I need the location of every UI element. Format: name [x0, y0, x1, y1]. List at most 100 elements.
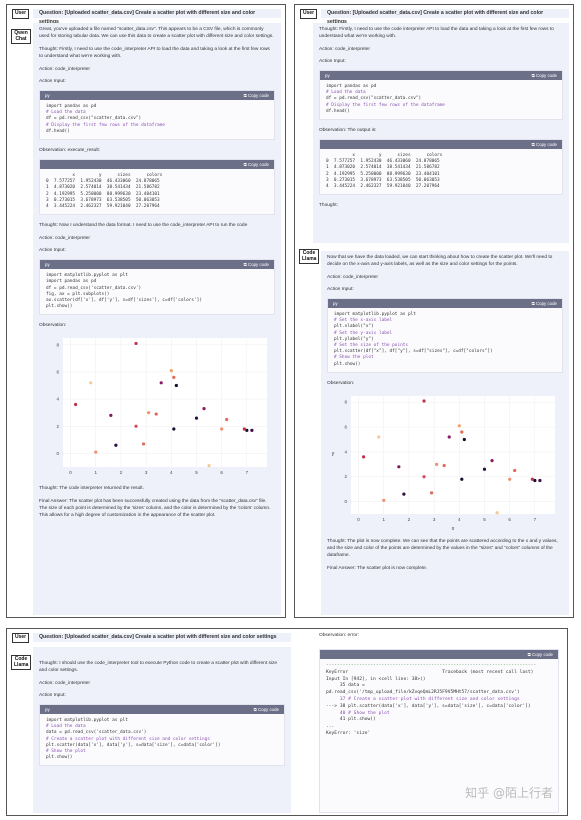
output-block: ⧉ Copy code x y sizes colors 0 7.577257 1… — [39, 159, 275, 216]
code-llama-tag: Code Llama — [299, 249, 319, 264]
copy-code-button[interactable]: ⧉ Copy code — [531, 73, 557, 78]
code-body: import matplotlib.pyplot as plt import pa… — [46, 273, 202, 310]
x-tick-label: 2 — [120, 470, 123, 475]
y-tick-label: 6 — [56, 370, 59, 375]
copy-code-button[interactable]: ⧉ Copy code — [253, 707, 279, 712]
y-tick-label: 8 — [344, 400, 347, 405]
scatter-point — [194, 416, 199, 421]
scatter-point — [397, 465, 401, 469]
x-tick-label: 0 — [357, 517, 360, 522]
code-block: py ⧉ Copy code import pandas as pd # Load … — [39, 90, 275, 141]
scatter-point — [457, 424, 461, 428]
thought-text: Thought: I should use the code_interpret… — [39, 661, 278, 673]
scatter-plot: 0 1 2 3 4 5 6 7 0 2 4 6 8 x y — [332, 395, 555, 532]
scatter-plot: 0 1 2 3 4 5 6 7 0 2 4 6 8 — [56, 338, 267, 475]
output-block: ⧉ Copy code x y sizes colors 0 7.577257 1… — [319, 139, 563, 196]
thought-text: Thought: Firstly, I need to use the code… — [39, 47, 270, 59]
y-axis-label: y — [332, 451, 335, 457]
llama-response-1: Thought: Firstly, I need to use the code… — [313, 23, 569, 243]
code-block: py ⧉ Copy code import pandas as pd # Load … — [319, 70, 563, 121]
y-tick-label: 2 — [56, 424, 59, 429]
scatter-point — [202, 407, 206, 411]
scatter-point — [172, 376, 176, 380]
copy-code-button[interactable]: ⧉ Copy code — [243, 262, 269, 268]
qwen-chat-tag: Qwen Chat — [11, 29, 31, 44]
scatter-point — [422, 399, 426, 403]
y-tick-label: 4 — [56, 397, 59, 402]
scatter-point — [442, 463, 446, 467]
code-body: import pandas as pd # Load the data df = p… — [326, 84, 445, 114]
x-tick-label: 5 — [195, 470, 198, 475]
llama-response: Thought: I should use the code_interpret… — [33, 647, 291, 813]
code-body: import matplotlib.pyplot as plt # Load th… — [46, 718, 221, 761]
x-tick-label: 2 — [408, 517, 411, 522]
plot-area — [63, 338, 267, 468]
copy-code-button[interactable]: ⧉ Copy code — [243, 162, 269, 168]
scatter-point — [447, 435, 451, 439]
scatter-point — [242, 427, 246, 432]
x-tick-label: 3 — [433, 517, 436, 522]
user-question: Question: [Uploaded scatter_data.csv] Cr… — [33, 633, 291, 642]
action-input-label: Action Input: — [319, 59, 346, 64]
x-tick-label: 6 — [508, 517, 511, 522]
scatter-point — [250, 429, 254, 433]
scatter-point — [508, 477, 512, 481]
traceback-body: ----------------------------------------… — [326, 663, 537, 736]
final-answer: Final Answer: The scatter plot has been … — [39, 499, 271, 519]
user-question: Question: [Uploaded scatter_data.csv] Cr… — [321, 9, 569, 25]
scatter-point — [495, 510, 499, 515]
code-llama-tag: Code Llama — [11, 655, 31, 670]
x-tick-label: 7 — [246, 470, 249, 475]
scatter-point — [169, 369, 173, 373]
x-tick-label: 4 — [170, 470, 173, 475]
scatter-point — [174, 384, 178, 388]
scatter-point — [533, 478, 537, 482]
scatter-point — [422, 474, 426, 479]
copy-code-button[interactable]: ⧉ Copy code — [531, 142, 557, 148]
code-block: py ⧉ Copy code import matplotlib.pyplot a… — [327, 298, 563, 373]
scatter-point — [435, 462, 439, 466]
code-llama-error-panel: User Question: [Uploaded scatter_data.cs… — [6, 628, 568, 816]
observation-label: Observation: The output is: — [319, 128, 377, 134]
action-label: Action: code_interpreter — [39, 236, 90, 242]
copy-code-button[interactable]: ⧉ Copy code — [243, 93, 269, 98]
thought-text: Thought: The code interpreter returned t… — [39, 486, 144, 492]
code-block: py ⧉ Copy code import matplotlib.pyplot a… — [39, 259, 275, 316]
qwen-response: Great, you've uploaded a file named "sca… — [33, 23, 281, 615]
copy-code-button[interactable]: ⧉ Copy code — [531, 301, 557, 306]
user-tag: User — [12, 633, 30, 643]
scatter-point — [460, 477, 464, 481]
action-input-label: Action Input: — [39, 693, 66, 698]
dataframe-output: x y sizes colors 0 7.577257 1.952430 46.4… — [326, 153, 443, 190]
scatter-point — [159, 381, 163, 385]
observation-label: Observation: — [327, 380, 355, 386]
x-tick-label: 0 — [69, 470, 72, 475]
scatter-point — [89, 381, 93, 385]
error-output: ⧉ Copy code ----------------------------… — [319, 649, 559, 813]
user-question: Question: [Uploaded scatter_data.csv] Cr… — [33, 9, 281, 25]
scatter-point — [73, 403, 78, 407]
action-label: Action: code_interpreter — [327, 275, 378, 280]
user-tag: User — [12, 9, 30, 19]
y-tick-label: 0 — [344, 499, 347, 504]
scatter-point — [154, 412, 158, 417]
thought-text: Thought: Now I understand the data forma… — [39, 223, 248, 229]
copy-code-button[interactable]: ⧉ Copy code — [527, 652, 553, 657]
code-body: import pandas as pd # Load the data df = p… — [46, 104, 165, 134]
dataframe-output: x y sizes colors 0 7.577257 1.952430 46.4… — [46, 173, 163, 210]
scatter-point — [538, 478, 542, 482]
scatter-point — [530, 477, 534, 481]
x-tick-label: 7 — [534, 517, 537, 522]
scatter-point — [134, 342, 138, 346]
scatter-point — [172, 427, 176, 432]
scatter-point — [220, 427, 224, 432]
y-tick-label: 2 — [344, 474, 347, 479]
scatter-point — [94, 450, 98, 455]
scatter-point — [377, 435, 381, 439]
scatter-point — [225, 418, 229, 422]
intro-text: Great, you've uploaded a file named "sca… — [39, 27, 274, 39]
final-answer: Final Answer: The scatter plot is now co… — [327, 565, 428, 571]
scatter-point — [402, 492, 406, 496]
thought-text: Thought: The plot is now complete. We ca… — [327, 538, 558, 558]
action-label: Action: code_interpreter — [39, 681, 90, 686]
